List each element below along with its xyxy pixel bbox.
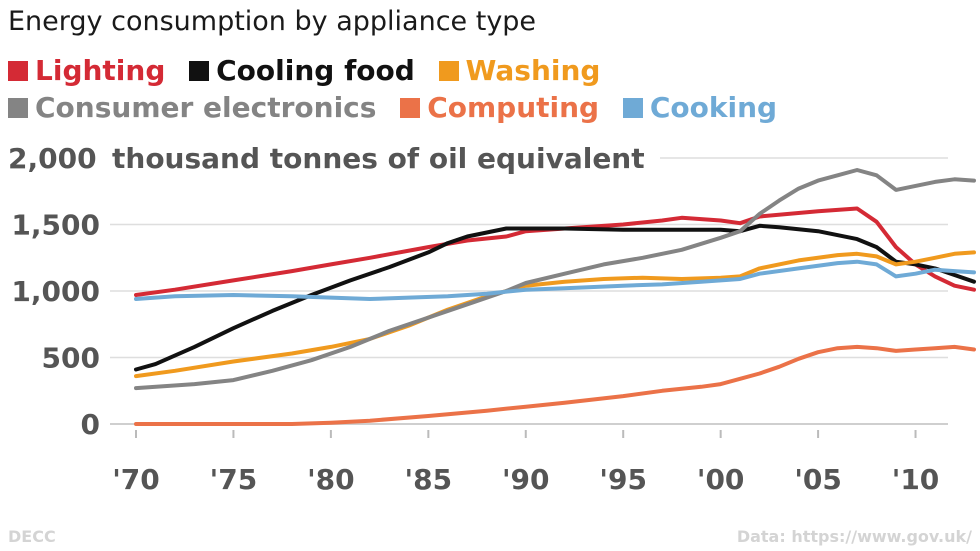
x-tick-label-1985: '85 [405,463,453,496]
y-tick-label-2000: 2,000 [8,142,97,175]
x-tick-label-2000: '00 [697,463,745,496]
x-tick-label-1990: '90 [502,463,550,496]
legend-swatch-cooling-food [189,61,210,81]
legend-swatch-computing [400,98,421,118]
legend-item-cooking: Cooking [622,89,778,126]
legend-row-2: Consumer electronics Computing Cooking [8,89,908,126]
series-line-cooling-food [134,223,976,372]
y-axis-unit-label: thousand tonnes of oil equivalent [112,142,645,175]
legend-label-computing: Computing [427,91,600,124]
legend-item-cooling-food: Cooling food [189,52,415,89]
legend-label-cooking: Cooking [649,91,778,124]
series-line-computing [134,344,976,426]
legend-swatch-cooking [622,98,643,118]
legend-row-1: Lighting Cooling food Washing [8,52,908,89]
data-source-link: Data: https://www.gov.uk/ [736,527,972,546]
legend-label-cooling-food: Cooling food [216,54,415,87]
y-tick-label-1500: 1,500 [11,209,100,242]
legend-swatch-washing [438,61,459,81]
chart-title: Energy consumption by appliance type [8,6,537,37]
legend: Lighting Cooling food Washing Consumer e… [8,52,908,126]
y-tick-label-0: 0 [81,408,100,441]
x-tick-label-1980: '80 [307,463,355,496]
series-lines [134,168,976,426]
x-tick-label-1995: '95 [599,463,647,496]
legend-label-lighting: Lighting [35,54,166,87]
legend-label-consumer-electronics: Consumer electronics [35,91,377,124]
legend-item-computing: Computing [400,89,599,126]
x-tick-label-1970: '70 [112,463,160,496]
series-line-lighting [134,206,976,297]
y-axis-ticks: 0 500 1,000 1,500 2,000 [8,142,100,441]
y-tick-label-500: 500 [42,342,100,375]
legend-swatch-consumer-electronics [8,98,28,118]
x-axis-ticks: '70 '75 '80 '85 '90 '95 '00 '05 '10 [112,430,939,496]
legend-item-washing: Washing [438,52,601,89]
x-tick-label-2005: '05 [794,463,842,496]
x-tick-label-1975: '75 [210,463,258,496]
legend-swatch-lighting [8,61,28,81]
legend-item-consumer-electronics: Consumer electronics [8,89,376,126]
series-line-cooking [134,259,976,301]
source-credit: DECC [8,527,56,546]
series-line-consumer-electronics [134,168,976,391]
y-tick-label-1000: 1,000 [11,275,100,308]
legend-item-lighting: Lighting [8,52,165,89]
legend-label-washing: Washing [465,54,601,87]
x-tick-label-2010: '10 [892,463,940,496]
series-line-washing [134,250,976,379]
